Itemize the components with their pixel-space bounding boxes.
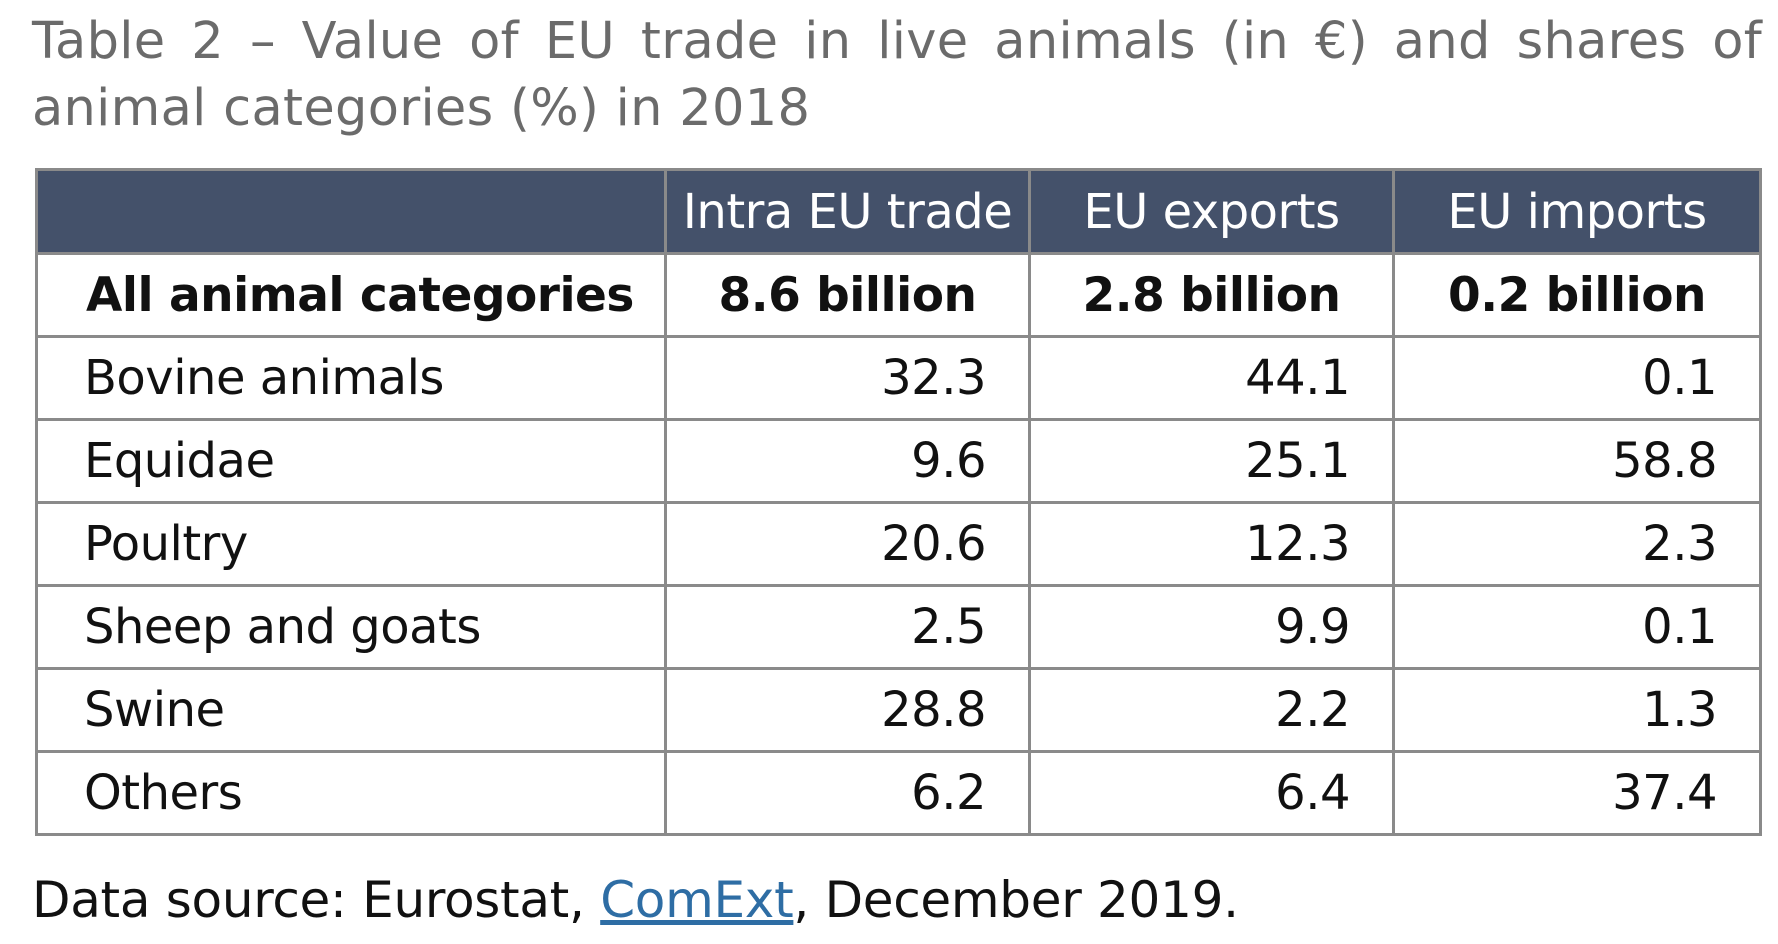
cell-eu-exports: 6.4 bbox=[1028, 750, 1395, 836]
header-row: Intra EU trade EU exports EU imports bbox=[35, 168, 1762, 255]
cell-eu-exports: 25.1 bbox=[1028, 418, 1395, 504]
total-intra-eu-trade: 8.6 billion bbox=[664, 252, 1031, 338]
cell-intra-eu-trade: 28.8 bbox=[664, 667, 1031, 753]
source-prefix: Data source: Eurostat, bbox=[32, 871, 601, 929]
cell-intra-eu-trade: 6.2 bbox=[664, 750, 1031, 836]
cell-intra-eu-trade: 9.6 bbox=[664, 418, 1031, 504]
table-row: Equidae 9.6 25.1 58.8 bbox=[35, 418, 1762, 504]
cell-eu-imports: 0.1 bbox=[1392, 584, 1762, 670]
total-eu-exports: 2.8 billion bbox=[1028, 252, 1395, 338]
source-suffix: , December 2019. bbox=[793, 871, 1239, 929]
cell-intra-eu-trade: 32.3 bbox=[664, 335, 1031, 421]
table-row: Sheep and goats 2.5 9.9 0.1 bbox=[35, 584, 1762, 670]
comext-link[interactable]: ComExt bbox=[600, 871, 794, 929]
header-cell-intra-eu-trade: Intra EU trade bbox=[664, 168, 1031, 255]
trade-table: Intra EU trade EU exports EU imports All… bbox=[35, 168, 1762, 836]
header-cell-eu-imports: EU imports bbox=[1392, 168, 1762, 255]
cell-eu-imports: 0.1 bbox=[1392, 335, 1762, 421]
table-row: Others 6.2 6.4 37.4 bbox=[35, 750, 1762, 836]
cell-eu-exports: 9.9 bbox=[1028, 584, 1395, 670]
total-label: All animal categories bbox=[35, 252, 667, 338]
cell-eu-exports: 44.1 bbox=[1028, 335, 1395, 421]
cell-intra-eu-trade: 2.5 bbox=[664, 584, 1031, 670]
row-label: Others bbox=[35, 750, 667, 836]
header-cell-corner bbox=[35, 168, 667, 255]
table-row: Bovine animals 32.3 44.1 0.1 bbox=[35, 335, 1762, 421]
cell-eu-exports: 12.3 bbox=[1028, 501, 1395, 587]
row-label: Equidae bbox=[35, 418, 667, 504]
cell-eu-imports: 2.3 bbox=[1392, 501, 1762, 587]
header-cell-eu-exports: EU exports bbox=[1028, 168, 1395, 255]
total-eu-imports: 0.2 billion bbox=[1392, 252, 1762, 338]
total-row: All animal categories 8.6 billion 2.8 bi… bbox=[35, 252, 1762, 338]
row-label: Bovine animals bbox=[35, 335, 667, 421]
table-row: Poultry 20.6 12.3 2.3 bbox=[35, 501, 1762, 587]
cell-eu-imports: 37.4 bbox=[1392, 750, 1762, 836]
cell-eu-imports: 58.8 bbox=[1392, 418, 1762, 504]
table-row: Swine 28.8 2.2 1.3 bbox=[35, 667, 1762, 753]
cell-eu-exports: 2.2 bbox=[1028, 667, 1395, 753]
row-label: Poultry bbox=[35, 501, 667, 587]
cell-eu-imports: 1.3 bbox=[1392, 667, 1762, 753]
row-label: Swine bbox=[35, 667, 667, 753]
row-label: Sheep and goats bbox=[35, 584, 667, 670]
cell-intra-eu-trade: 20.6 bbox=[664, 501, 1031, 587]
table-title: Table 2 – Value of EU trade in live anim… bbox=[32, 12, 1762, 138]
data-source-note: Data source: Eurostat, ComExt, December … bbox=[32, 865, 1239, 935]
